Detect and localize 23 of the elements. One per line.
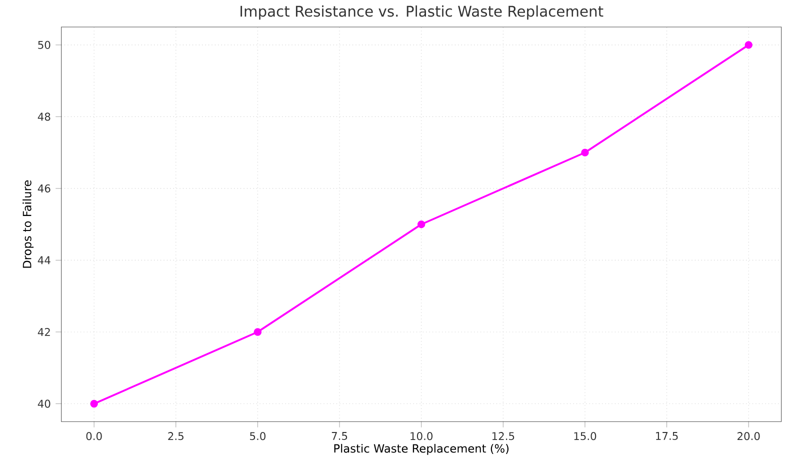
x-tick-label: 0.0 [86, 432, 102, 440]
y-tick-label: 44 [38, 256, 50, 264]
point [254, 328, 262, 336]
point [417, 220, 426, 228]
x-tick-label: 17.5 [656, 432, 678, 440]
y-tick-label: 40 [38, 400, 50, 408]
x-tick-label: 2.5 [168, 432, 184, 440]
x-tick-label: 12.5 [492, 432, 514, 440]
x-tick-label: 15.0 [574, 432, 596, 440]
x-tick-label: 7.5 [332, 432, 348, 440]
y-tick-label: 48 [38, 112, 50, 121]
y-tick-label: 42 [38, 328, 50, 336]
y-tick-label: 50 [38, 40, 50, 49]
x-tick-label: 5.0 [250, 432, 266, 440]
y-tick-label: 46 [38, 184, 50, 192]
point [90, 400, 98, 408]
x-tick-label: 10.0 [410, 432, 433, 440]
x-tick-label: 20.0 [738, 432, 760, 440]
x-axis-title: Plastic Waste Replacement (%) [334, 444, 509, 455]
chart-title: Impact Resistance vs. Plastic Waste Replacement [240, 5, 604, 20]
point [744, 41, 752, 49]
point [581, 148, 589, 156]
y-axis-title: Drops to Failure [22, 180, 34, 268]
